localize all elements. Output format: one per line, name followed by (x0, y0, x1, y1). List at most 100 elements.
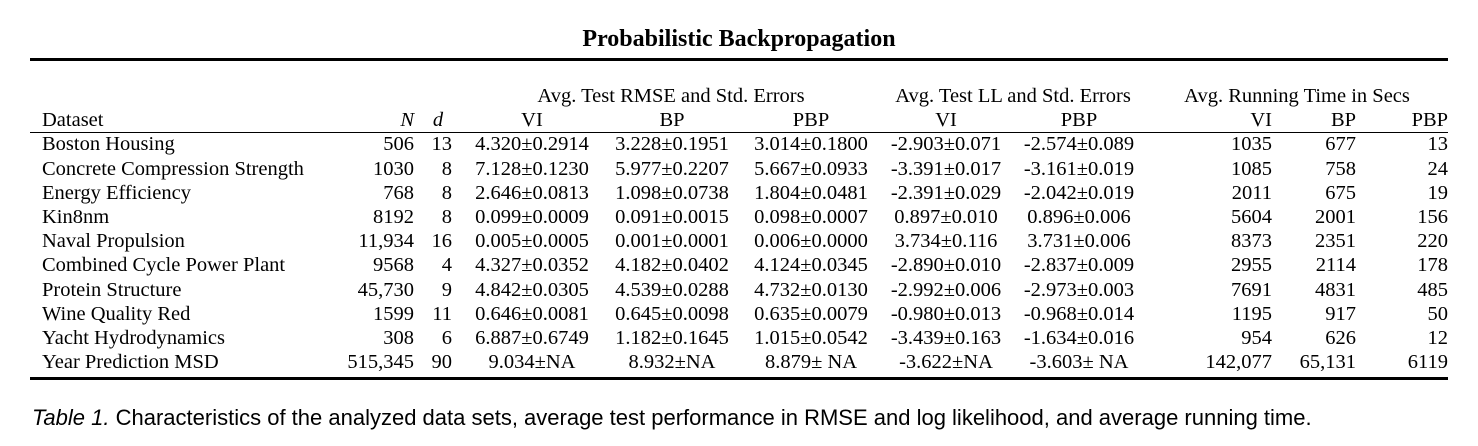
header-rule (30, 132, 1448, 133)
cell-n: 768 (383, 181, 414, 204)
cell-n: 506 (383, 133, 414, 156)
group-header-rmse: Avg. Test RMSE and Std. Errors (537, 85, 805, 107)
cell-d: 8 (441, 181, 452, 204)
cell-time-vi: 2955 (1231, 254, 1273, 277)
cell-time-pbp: 12 (1427, 327, 1449, 350)
cell-time-pbp: 19 (1427, 181, 1449, 204)
cell-time-bp: 626 (1325, 327, 1357, 350)
cell-rmse-bp: 1.182±0.1645 (615, 327, 729, 350)
cell-ll-vi: -3.622±NA (899, 351, 993, 374)
cell-dataset: Yacht Hydrodynamics (42, 327, 225, 350)
table-row: Kin8nm 8192 8 0.099±0.0009 0.091±0.0015 0.098… (30, 205, 1448, 229)
cell-time-bp: 2001 (1315, 206, 1357, 229)
cell-rmse-vi: 6.887±0.6749 (475, 327, 589, 350)
cell-dataset: Naval Propulsion (42, 230, 185, 253)
cell-ll-pbp: -1.634±0.016 (1023, 327, 1135, 350)
col-header-time-bp: BP (1330, 109, 1357, 132)
cell-time-vi: 1085 (1231, 157, 1273, 180)
cell-rmse-bp: 0.001±0.0001 (615, 230, 729, 253)
cell-time-bp: 4831 (1315, 278, 1357, 301)
cell-dataset: Energy Efficiency (42, 181, 191, 204)
cell-time-vi: 5604 (1231, 206, 1273, 229)
cell-ll-vi: -2.903±0.071 (890, 133, 1002, 156)
col-header-rmse-bp: BP (659, 109, 685, 132)
cell-rmse-pbp: 8.879± NA (764, 351, 858, 374)
cell-time-pbp: 24 (1427, 157, 1449, 180)
cell-rmse-bp: 5.977±0.2207 (615, 157, 729, 180)
caption-text: Characteristics of the analyzed data set… (115, 405, 1312, 430)
cell-time-vi: 7691 (1231, 278, 1273, 301)
table-row: Combined Cycle Power Plant 9568 4 4.327±0.0… (30, 253, 1448, 277)
cell-rmse-pbp: 0.006±0.0000 (754, 230, 868, 253)
cell-dataset: Boston Housing (42, 133, 175, 156)
cell-time-bp: 2114 (1315, 254, 1357, 277)
cell-rmse-bp: 8.932±NA (628, 351, 716, 374)
cell-n: 1599 (373, 302, 414, 325)
cell-ll-pbp: -3.161±0.019 (1023, 157, 1135, 180)
cell-ll-pbp: -2.574±0.089 (1023, 133, 1135, 156)
cell-ll-vi: -2.992±0.006 (890, 278, 1002, 301)
cell-dataset: Year Prediction MSD (42, 351, 219, 374)
table-row: Energy Efficiency 768 8 2.646±0.0813 1.098±0… (30, 181, 1448, 205)
table-caption: Table 1. Characteristics of the analyzed… (32, 404, 1452, 432)
cell-ll-pbp: -2.837±0.009 (1023, 254, 1135, 277)
col-header-d: d (432, 109, 444, 132)
cell-rmse-bp: 4.182±0.0402 (615, 254, 729, 277)
cell-d: 8 (441, 206, 452, 229)
cell-n: 1030 (373, 157, 414, 180)
cell-d: 4 (441, 254, 452, 277)
cell-rmse-vi: 4.327±0.0352 (475, 254, 589, 277)
cell-time-pbp: 156 (1417, 206, 1449, 229)
cell-ll-vi: 3.734±0.116 (894, 230, 998, 253)
cell-rmse-pbp: 0.635±0.0079 (754, 302, 868, 325)
table-title: Probabilistic Backpropagation (582, 26, 896, 52)
column-header-row: Dataset N d VI BP PBP VI PBP VI BP PBP (30, 108, 1448, 132)
cell-ll-pbp: -2.042±0.019 (1023, 181, 1135, 204)
table-row: Protein Structure 45,730 9 4.842±0.0305 4.53… (30, 278, 1448, 302)
cell-dataset: Kin8nm (42, 206, 110, 229)
cell-time-bp: 675 (1325, 181, 1357, 204)
cell-ll-vi: 0.897±0.010 (894, 206, 998, 229)
cell-time-pbp: 6119 (1407, 351, 1449, 374)
cell-n: 308 (383, 327, 414, 350)
cell-rmse-bp: 0.645±0.0098 (615, 302, 729, 325)
cell-ll-pbp: -0.968±0.014 (1023, 302, 1135, 325)
cell-n: 8192 (373, 206, 414, 229)
cell-n: 515,345 (347, 351, 414, 374)
col-header-time-pbp: PBP (1411, 109, 1449, 132)
table-row: Boston Housing 506 13 4.320±0.2914 3.228±0.1… (30, 132, 1448, 156)
cell-time-vi: 142,077 (1205, 351, 1273, 374)
cell-time-bp: 65,131 (1299, 351, 1357, 374)
cell-time-pbp: 220 (1417, 230, 1449, 253)
cell-rmse-bp: 4.539±0.0288 (615, 278, 729, 301)
group-header-time: Avg. Running Time in Secs (1184, 85, 1410, 107)
cell-time-vi: 2011 (1231, 181, 1273, 204)
cell-time-bp: 758 (1325, 157, 1357, 180)
cell-ll-pbp: -3.603± NA (1029, 351, 1129, 374)
cell-ll-vi: -2.391±0.029 (890, 181, 1002, 204)
cell-rmse-vi: 4.320±0.2914 (475, 133, 589, 156)
cell-ll-vi: -3.439±0.163 (890, 327, 1002, 350)
cell-ll-vi: -3.391±0.017 (890, 157, 1002, 180)
cell-time-vi: 954 (1241, 327, 1273, 350)
col-header-n: N (400, 109, 414, 132)
cell-time-pbp: 13 (1427, 133, 1449, 156)
cell-ll-pbp: -2.973±0.003 (1023, 278, 1135, 301)
cell-time-bp: 917 (1325, 302, 1357, 325)
cell-dataset: Wine Quality Red (42, 302, 191, 325)
col-header-ll-pbp: PBP (1060, 109, 1098, 132)
cell-rmse-vi: 0.646±0.0081 (475, 302, 589, 325)
cell-ll-vi: -2.890±0.010 (890, 254, 1002, 277)
cell-d: 6 (441, 327, 452, 350)
cell-d: 11 (432, 302, 452, 325)
cell-time-bp: 677 (1325, 133, 1357, 156)
cell-rmse-vi: 4.842±0.0305 (475, 278, 589, 301)
cell-n: 45,730 (357, 278, 414, 301)
col-header-ll-vi: VI (935, 109, 957, 132)
cell-rmse-bp: 3.228±0.1951 (615, 133, 729, 156)
cell-rmse-pbp: 4.124±0.0345 (754, 254, 868, 277)
cell-time-vi: 1035 (1231, 133, 1273, 156)
table-row: Naval Propulsion 11,934 16 0.005±0.0005 0.00… (30, 229, 1448, 253)
cell-dataset: Concrete Compression Strength (42, 157, 304, 180)
cell-time-vi: 8373 (1231, 230, 1273, 253)
